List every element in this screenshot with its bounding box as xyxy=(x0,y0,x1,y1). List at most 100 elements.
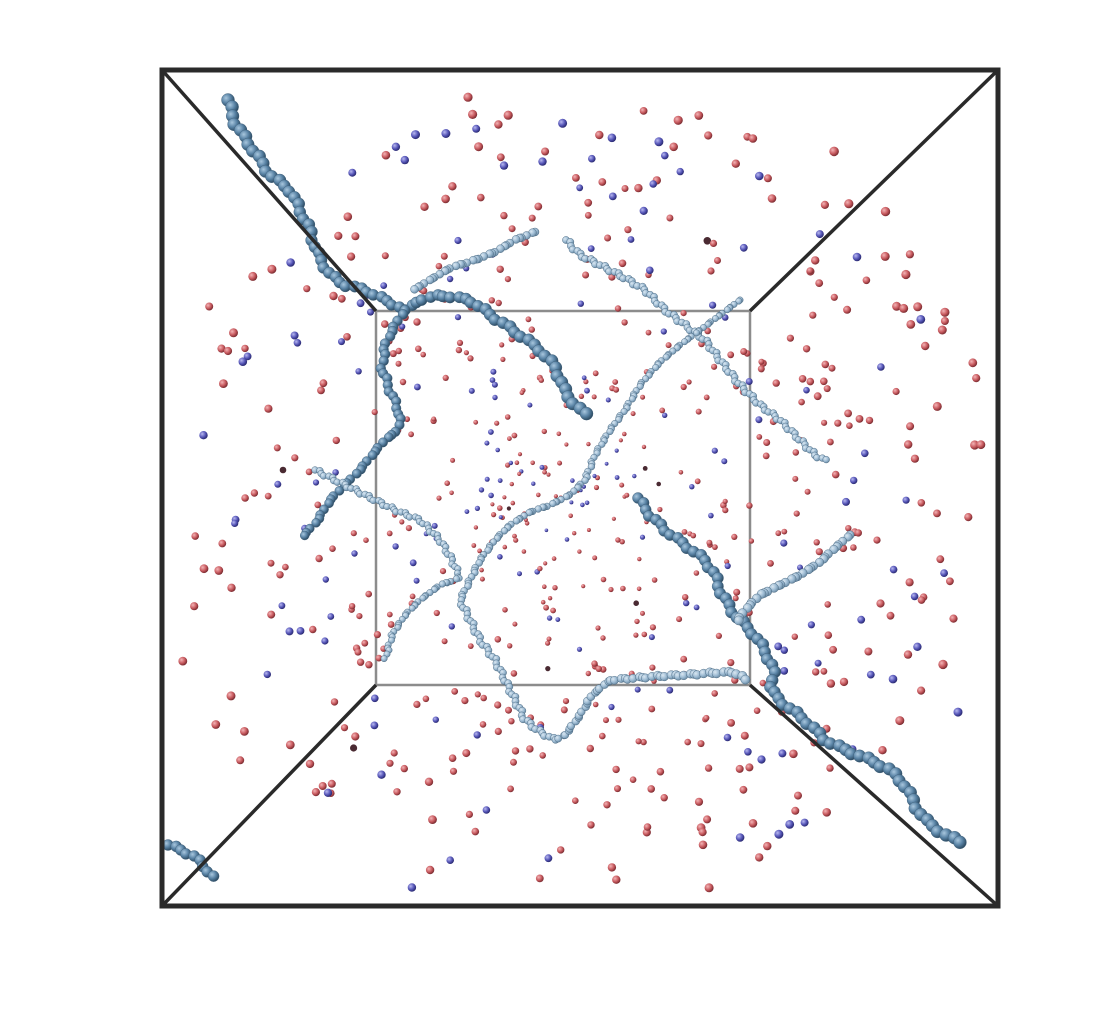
ion-positive xyxy=(347,252,356,261)
ion-negative xyxy=(755,171,764,181)
ion-negative xyxy=(584,387,590,394)
chain-bead xyxy=(512,517,521,525)
polymer-chain-5 xyxy=(562,236,830,464)
ion-positive xyxy=(621,319,628,326)
ion-positive xyxy=(940,307,950,317)
ion-positive xyxy=(499,342,505,348)
ion-positive xyxy=(568,513,573,519)
ion-positive xyxy=(229,328,238,338)
ion-positive xyxy=(820,377,828,386)
ion-positive xyxy=(572,531,577,536)
ion-negative xyxy=(661,151,669,160)
ion-negative xyxy=(852,252,862,262)
ion-negative xyxy=(285,627,294,636)
chain-bead xyxy=(380,655,388,662)
ion-positive xyxy=(477,193,485,202)
ion-negative xyxy=(889,565,898,574)
ion-positive xyxy=(433,609,440,617)
ion-positive xyxy=(526,745,534,753)
ion-positive xyxy=(906,422,915,431)
ion-positive xyxy=(587,821,595,829)
ion-positive xyxy=(381,252,389,260)
ion-positive xyxy=(219,379,228,388)
ion-negative xyxy=(580,502,585,508)
ion-positive xyxy=(435,262,443,270)
ion-positive xyxy=(806,267,814,275)
ion-positive xyxy=(524,521,530,526)
ion-positive xyxy=(684,738,691,746)
ion-positive xyxy=(804,488,811,495)
ion-positive xyxy=(227,583,236,592)
ion-positive xyxy=(964,513,973,522)
ion-positive xyxy=(448,182,457,191)
ion-positive xyxy=(291,454,299,462)
ion-positive xyxy=(619,482,625,488)
ion-positive xyxy=(635,738,642,745)
ion-positive xyxy=(511,432,518,439)
chain-bead xyxy=(733,615,744,626)
ion-positive xyxy=(541,428,547,435)
ion-positive xyxy=(775,530,782,537)
chain-bead xyxy=(394,624,402,631)
ion-negative xyxy=(744,748,752,756)
chain-bead xyxy=(438,580,446,588)
ion-negative xyxy=(497,554,503,560)
ion-positive xyxy=(636,586,642,592)
ion-positive xyxy=(823,385,831,393)
ion-negative xyxy=(321,637,329,645)
ion-positive xyxy=(502,495,507,500)
ion-positive xyxy=(415,345,422,353)
ion-positive xyxy=(562,698,570,705)
ion-positive xyxy=(880,251,890,261)
ion-negative xyxy=(910,592,919,601)
ion-positive xyxy=(633,600,639,606)
ion-positive xyxy=(690,532,697,539)
ion-negative xyxy=(708,512,714,519)
ion-positive xyxy=(706,539,713,546)
ion-positive xyxy=(500,211,508,220)
ion-positive xyxy=(542,469,547,475)
ion-positive xyxy=(693,570,700,576)
ion-positive xyxy=(539,752,546,759)
ion-negative xyxy=(472,124,481,133)
ion-positive xyxy=(479,721,487,728)
ion-positive xyxy=(604,234,612,242)
ion-positive xyxy=(753,707,761,714)
ion-positive xyxy=(640,738,647,746)
ion-positive xyxy=(536,492,541,498)
chain-bead xyxy=(484,546,492,554)
ion-positive xyxy=(731,533,738,541)
ion-positive xyxy=(937,325,947,335)
ion-negative xyxy=(654,137,664,147)
ion-negative xyxy=(774,642,783,651)
ion-positive xyxy=(545,640,551,646)
ion-positive xyxy=(621,185,629,192)
ion-positive xyxy=(864,647,873,656)
ion-negative xyxy=(491,381,498,388)
polymer-chain-corner xyxy=(162,839,220,882)
ion-positive xyxy=(740,731,749,740)
ion-positive xyxy=(211,720,221,729)
ion-negative xyxy=(370,721,379,730)
ion-negative xyxy=(508,460,514,466)
ion-negative xyxy=(544,854,553,863)
ion-negative xyxy=(649,180,657,188)
ion-negative xyxy=(735,833,745,842)
ion-positive xyxy=(317,386,325,395)
ion-positive xyxy=(614,785,621,793)
ion-positive xyxy=(791,806,800,815)
ion-positive xyxy=(572,174,580,182)
ion-positive xyxy=(511,747,520,755)
ion-positive xyxy=(917,499,926,507)
ion-positive xyxy=(356,658,365,666)
ion-positive xyxy=(709,239,718,247)
ion-positive xyxy=(634,618,640,625)
ion-negative xyxy=(639,206,648,215)
ion-positive xyxy=(839,677,849,687)
ion-positive xyxy=(789,749,798,759)
ion-positive xyxy=(613,386,620,393)
ion-positive xyxy=(462,749,471,758)
ion-negative xyxy=(666,686,674,694)
ion-positive xyxy=(495,299,502,307)
ion-positive xyxy=(845,525,852,532)
